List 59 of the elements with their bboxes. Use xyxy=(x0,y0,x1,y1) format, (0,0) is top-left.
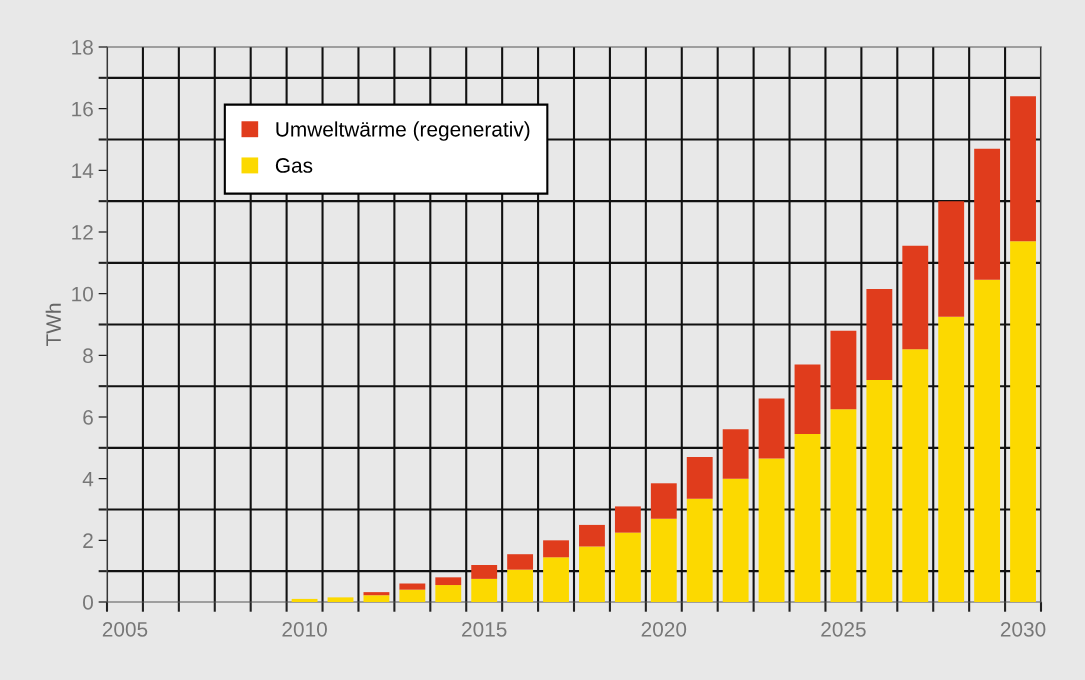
y-tick-label: 2 xyxy=(83,533,93,548)
bar xyxy=(291,598,318,602)
x-tick-label: 2015 xyxy=(462,621,507,637)
bar xyxy=(543,540,569,558)
legend-label: Umweltwärme (regenerativ) xyxy=(276,121,530,141)
x-tick-label: 2020 xyxy=(641,621,687,637)
bar xyxy=(399,583,426,590)
x-tick-label: 2010 xyxy=(282,621,327,637)
bar xyxy=(938,316,965,602)
bar xyxy=(507,569,534,602)
bar xyxy=(866,289,893,380)
legend-label: Gas xyxy=(275,158,313,173)
bar xyxy=(435,585,462,602)
y-tick-label: 18 xyxy=(72,40,93,55)
bar xyxy=(794,364,821,434)
y-tick-label: 0 xyxy=(83,595,93,610)
bar xyxy=(686,498,713,602)
bar xyxy=(327,597,354,602)
bar xyxy=(974,279,1001,602)
bar xyxy=(686,457,713,499)
y-tick-label: 14 xyxy=(72,163,94,178)
y-tick-label: 4 xyxy=(82,471,94,487)
bar xyxy=(543,557,569,602)
bar xyxy=(758,458,785,602)
bar xyxy=(722,478,749,602)
bar xyxy=(363,592,390,596)
y-tick-label: 16 xyxy=(72,101,93,117)
bar xyxy=(794,433,821,602)
bar xyxy=(579,546,605,602)
bar xyxy=(614,506,641,533)
bar xyxy=(579,524,605,547)
bar xyxy=(471,565,498,579)
x-tick-label: 2005 xyxy=(102,621,148,637)
bar xyxy=(758,398,785,459)
bar xyxy=(650,483,677,519)
bar xyxy=(866,380,893,602)
bar xyxy=(1010,241,1036,602)
bar xyxy=(830,330,857,410)
bar xyxy=(830,409,857,602)
bar xyxy=(435,577,462,586)
y-tick-label: 10 xyxy=(72,286,93,302)
bar xyxy=(363,595,390,602)
x-tick-label: 2030 xyxy=(1000,621,1046,637)
bar xyxy=(902,245,929,350)
x-tick-label: 2025 xyxy=(821,621,866,637)
bar xyxy=(1010,96,1036,242)
bar xyxy=(650,518,677,602)
bar xyxy=(722,429,749,479)
y-axis-title: TWh xyxy=(45,303,61,347)
y-tick-label: 8 xyxy=(83,348,93,364)
bar xyxy=(471,578,498,602)
bar xyxy=(507,554,534,570)
bar xyxy=(902,349,929,602)
bar xyxy=(938,201,965,317)
bar xyxy=(399,589,426,602)
y-tick-label: 6 xyxy=(83,410,93,425)
bar xyxy=(614,532,641,602)
y-tick-label: 12 xyxy=(72,225,93,240)
bar xyxy=(974,148,1001,280)
